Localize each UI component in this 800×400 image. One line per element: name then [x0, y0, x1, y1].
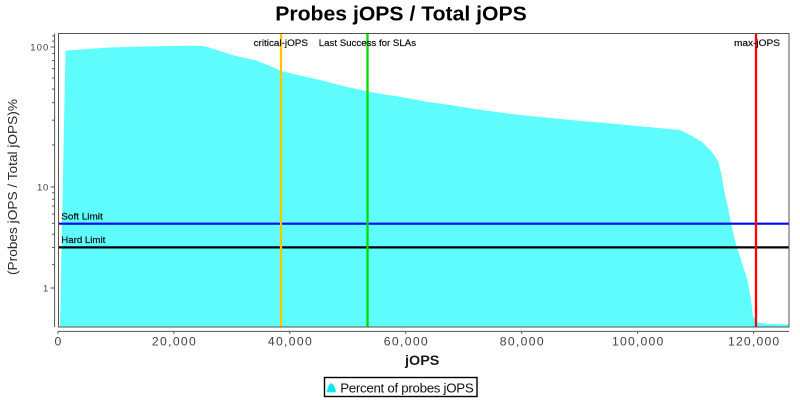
svg-text:40,000: 40,000 [268, 335, 312, 349]
svg-text:1: 1 [43, 283, 48, 294]
svg-text:Last Success for SLAs: Last Success for SLAs [319, 38, 417, 49]
svg-text:jOPS: jOPS [404, 353, 439, 369]
svg-text:Soft Limit: Soft Limit [61, 212, 103, 223]
svg-text:120,000: 120,000 [728, 335, 779, 349]
svg-text:max-jOPS: max-jOPS [734, 38, 780, 49]
svg-text:10: 10 [37, 182, 48, 193]
svg-text:60,000: 60,000 [384, 335, 428, 349]
svg-text:Percent of probes jOPS: Percent of probes jOPS [340, 380, 474, 395]
svg-text:Hard Limit: Hard Limit [61, 235, 105, 246]
svg-text:(Probes jOPS / Total jOPS)%: (Probes jOPS / Total jOPS)% [5, 99, 20, 275]
svg-text:100,000: 100,000 [612, 335, 663, 349]
svg-text:Probes jOPS / Total jOPS: Probes jOPS / Total jOPS [275, 2, 527, 25]
svg-text:100: 100 [30, 42, 48, 53]
svg-text:critical-jOPS: critical-jOPS [254, 38, 308, 49]
svg-text:80,000: 80,000 [500, 335, 544, 349]
svg-text:20,000: 20,000 [152, 335, 196, 349]
svg-text:0: 0 [55, 335, 62, 349]
